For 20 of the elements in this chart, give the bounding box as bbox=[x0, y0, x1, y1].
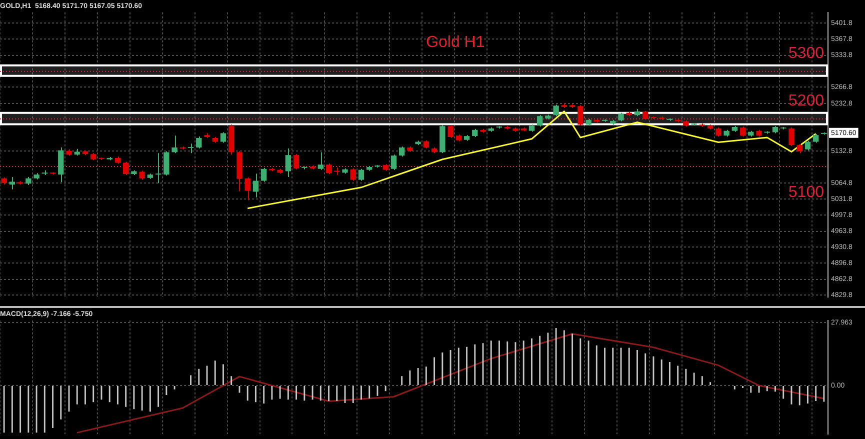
candlestick bbox=[658, 116, 664, 120]
candlestick bbox=[480, 128, 486, 134]
ref-line-label: 5100 bbox=[788, 184, 824, 201]
candlestick bbox=[796, 144, 802, 154]
candlestick bbox=[34, 172, 40, 180]
candlestick bbox=[545, 114, 551, 120]
candlestick bbox=[269, 167, 275, 172]
ref-line-label: 5300 bbox=[788, 44, 824, 62]
candlestick bbox=[618, 112, 624, 122]
candlestick bbox=[131, 170, 137, 176]
candlestick bbox=[512, 126, 518, 132]
candlestick bbox=[139, 170, 145, 180]
candlestick bbox=[407, 146, 413, 152]
candlestick bbox=[310, 165, 316, 170]
candlestick bbox=[520, 126, 526, 132]
candlestick bbox=[106, 156, 112, 161]
candlestick bbox=[382, 164, 388, 172]
ref-line-label: 5200 bbox=[788, 92, 824, 110]
text: Gold H1 bbox=[426, 34, 485, 51]
candlestick bbox=[204, 132, 210, 138]
